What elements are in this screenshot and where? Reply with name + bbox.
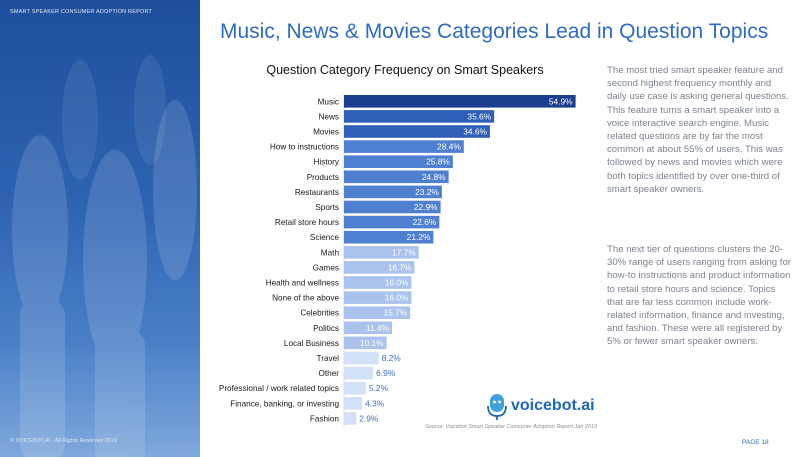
data-label: 24.8% (422, 172, 446, 182)
category-label: Other (319, 369, 340, 378)
copyright: © VOICEBOT.AI - All Rights Reserved 2019 (10, 438, 117, 444)
data-label: 35.6% (467, 111, 491, 121)
data-label: 22.6% (413, 217, 437, 227)
page-title: Music, News & Movies Categories Lead in … (220, 20, 769, 43)
data-label: 22.9% (414, 202, 438, 212)
report-label: SMART SPEAKER CONSUMER ADOPTION REPORT (10, 9, 153, 15)
bar (344, 276, 412, 289)
data-label: 23.2% (415, 187, 439, 197)
category-label: Professional / work related topics (219, 384, 339, 393)
bar (344, 397, 363, 410)
data-label: 4.3% (365, 398, 385, 408)
bar (344, 155, 453, 168)
raised-hands-image (12, 55, 197, 457)
data-label: 16.7% (388, 262, 412, 272)
bar (344, 125, 490, 138)
category-label: Movies (313, 128, 339, 137)
category-label: Politics (313, 324, 339, 333)
bar (344, 321, 393, 335)
category-label: Finance, banking, or investing (230, 399, 339, 408)
bar (344, 291, 412, 304)
chart-title: Question Category Frequency on Smart Spe… (266, 63, 544, 77)
body-paragraph-2: The next tier of questions clusters the … (607, 244, 791, 348)
category-label: Sports (315, 203, 339, 212)
data-label: 17.7% (392, 247, 416, 257)
data-label: 21.2% (407, 232, 431, 242)
category-label: Fashion (310, 414, 340, 423)
bar-chart: Music 54.9% News 35.6% Movies 34.6% How to ins… (219, 93, 576, 428)
category-label: Math (321, 248, 340, 257)
data-label: 11.4% (366, 323, 390, 333)
bar (344, 246, 419, 259)
bar (344, 95, 576, 108)
data-label: 5.2% (369, 383, 389, 393)
data-label: 6.9% (376, 368, 396, 378)
microphone-icon (487, 394, 507, 420)
source-note: Source: Voicebot Smart Speaker Consumer … (425, 424, 598, 430)
data-label: 25.8% (426, 157, 450, 167)
data-label: 16.0% (385, 293, 409, 303)
bar (344, 381, 366, 395)
bar (344, 230, 434, 244)
category-label: Restaurants (295, 188, 339, 197)
category-label: Health and wellness (266, 279, 339, 288)
data-label: 34.6% (463, 127, 487, 137)
bar (344, 185, 442, 199)
bar (344, 366, 374, 380)
data-label: 15.7% (383, 308, 407, 318)
category-label: Celebrities (300, 309, 339, 318)
bar (344, 140, 464, 153)
logo-text: voicebot.ai (511, 397, 595, 414)
bar (344, 336, 387, 350)
category-label: None of the above (272, 294, 339, 303)
category-label: Travel (317, 354, 340, 363)
body-paragraph-1: The most tried smart speaker feature and… (607, 65, 789, 195)
bar (344, 261, 415, 274)
page-number: PAGE 18 (742, 439, 769, 446)
category-label: Local Business (284, 339, 339, 348)
category-label: Science (310, 233, 340, 242)
data-label: 28.4% (437, 142, 461, 152)
data-label: 10.1% (360, 338, 384, 348)
bar (344, 170, 449, 184)
category-label: Games (313, 263, 339, 272)
category-label: Music (318, 97, 339, 106)
category-label: History (314, 158, 340, 167)
category-label: News (319, 112, 339, 121)
category-label: Products (307, 173, 339, 182)
data-label: 54.9% (549, 96, 573, 106)
side-panel: SMART SPEAKER CONSUMER ADOPTION REPORT ©… (0, 0, 200, 457)
bar (344, 200, 441, 214)
bar (344, 110, 495, 123)
bar (344, 215, 440, 229)
category-label: Retail store hours (275, 218, 339, 227)
data-label: 16.0% (385, 278, 409, 288)
data-label: 8.2% (382, 353, 402, 363)
bar (344, 306, 411, 319)
bar (344, 351, 379, 365)
category-label: How to instructions (270, 143, 339, 152)
data-label: 2.9% (359, 413, 379, 423)
bar (344, 412, 357, 425)
